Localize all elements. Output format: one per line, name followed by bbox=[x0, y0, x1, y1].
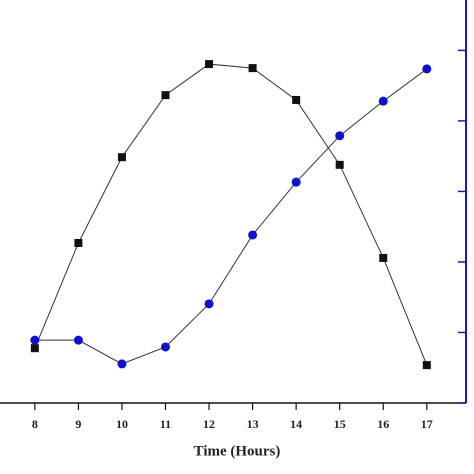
x-tick-label: 10 bbox=[116, 417, 128, 431]
marker bbox=[335, 131, 345, 141]
marker bbox=[422, 361, 431, 370]
marker bbox=[161, 91, 170, 100]
series-line bbox=[34, 63, 428, 366]
marker bbox=[422, 64, 432, 74]
marker bbox=[205, 60, 214, 69]
marker bbox=[117, 153, 126, 162]
x-tick-label: 9 bbox=[75, 417, 81, 431]
marker bbox=[292, 95, 301, 104]
x-tick-label: 13 bbox=[247, 417, 259, 431]
marker bbox=[379, 253, 388, 262]
marker bbox=[73, 335, 83, 345]
series-line bbox=[34, 68, 428, 365]
x-tick-label: 12 bbox=[203, 417, 215, 431]
marker bbox=[30, 344, 39, 353]
x-tick-label: 17 bbox=[421, 417, 433, 431]
marker bbox=[117, 359, 127, 369]
marker bbox=[291, 177, 301, 187]
x-tick-label: 14 bbox=[290, 417, 302, 431]
x-tick-label: 16 bbox=[377, 417, 389, 431]
marker bbox=[335, 160, 344, 169]
x-tick-label: 8 bbox=[32, 417, 38, 431]
marker bbox=[248, 230, 258, 240]
x-axis-title: Time (Hours) bbox=[194, 443, 281, 459]
marker bbox=[248, 64, 257, 73]
marker bbox=[204, 299, 214, 309]
marker bbox=[160, 342, 170, 352]
marker bbox=[74, 239, 83, 248]
marker bbox=[378, 96, 388, 106]
x-tick-label: 15 bbox=[334, 417, 346, 431]
marker bbox=[30, 335, 40, 345]
x-tick-label: 11 bbox=[160, 417, 171, 431]
